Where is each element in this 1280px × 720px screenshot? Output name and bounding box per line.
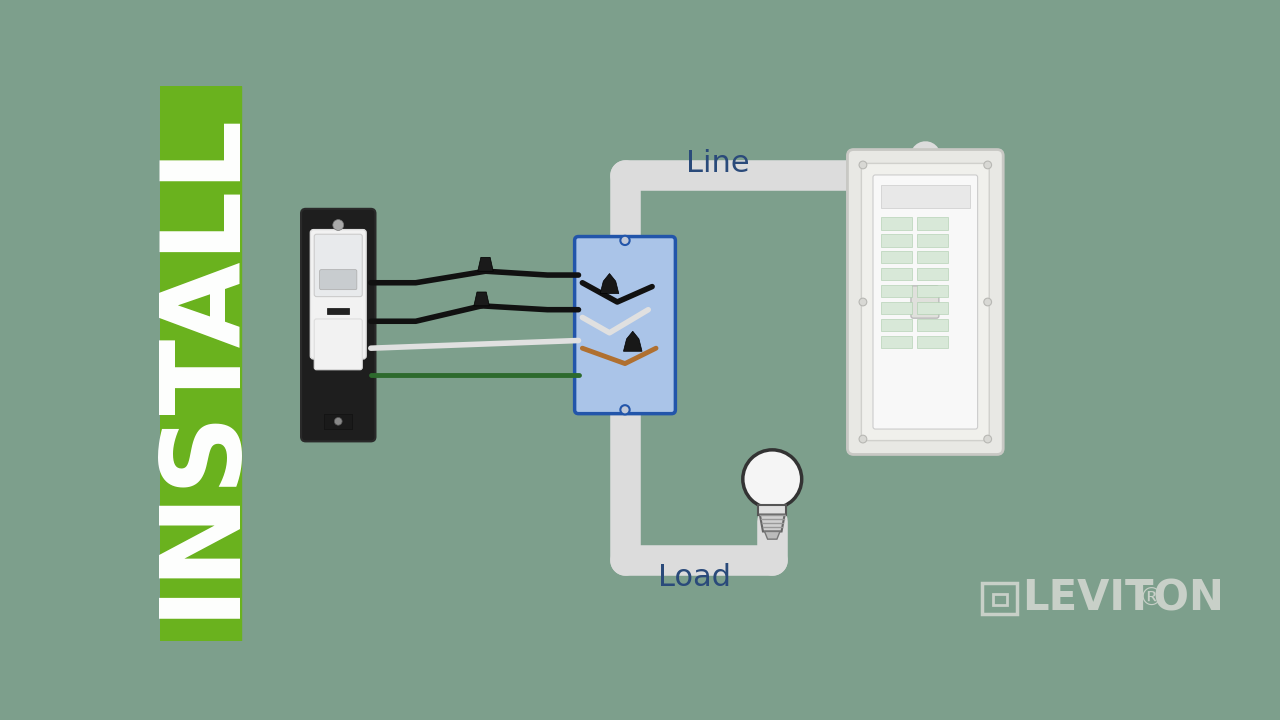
Polygon shape: [760, 515, 785, 531]
Bar: [758, 505, 786, 515]
Bar: [881, 234, 911, 246]
FancyBboxPatch shape: [847, 150, 1004, 454]
Circle shape: [984, 298, 992, 306]
Bar: [982, 583, 1018, 614]
Circle shape: [764, 552, 780, 567]
Bar: [881, 217, 911, 230]
Circle shape: [984, 435, 992, 443]
Text: ®: ®: [1138, 587, 1164, 611]
Circle shape: [334, 418, 342, 426]
Circle shape: [333, 220, 343, 230]
Bar: [881, 268, 911, 280]
Circle shape: [859, 298, 867, 306]
Circle shape: [617, 167, 632, 183]
Bar: [881, 336, 911, 348]
Polygon shape: [477, 257, 493, 271]
FancyBboxPatch shape: [911, 286, 938, 318]
Circle shape: [621, 405, 630, 415]
Text: Load: Load: [658, 563, 731, 592]
Polygon shape: [600, 274, 618, 294]
Circle shape: [859, 161, 867, 168]
Polygon shape: [474, 292, 489, 306]
Bar: [918, 234, 948, 246]
Polygon shape: [623, 331, 643, 351]
Bar: [881, 185, 970, 208]
Bar: [881, 319, 911, 331]
Circle shape: [742, 450, 801, 508]
Circle shape: [918, 167, 933, 183]
Text: LEVITON: LEVITON: [1021, 577, 1224, 619]
Bar: [881, 285, 911, 297]
Bar: [993, 594, 1007, 605]
Bar: [328, 308, 349, 315]
Bar: [160, 86, 242, 641]
Circle shape: [984, 161, 992, 168]
Bar: [918, 268, 948, 280]
FancyBboxPatch shape: [314, 319, 362, 370]
FancyBboxPatch shape: [301, 209, 375, 441]
FancyBboxPatch shape: [861, 163, 989, 441]
Circle shape: [621, 235, 630, 245]
FancyBboxPatch shape: [575, 237, 676, 414]
Bar: [324, 414, 352, 429]
FancyBboxPatch shape: [310, 230, 366, 359]
Bar: [881, 302, 911, 315]
Bar: [918, 285, 948, 297]
FancyBboxPatch shape: [314, 234, 362, 297]
Bar: [881, 251, 911, 264]
Circle shape: [859, 435, 867, 443]
Circle shape: [617, 552, 632, 567]
Bar: [918, 319, 948, 331]
Text: Line: Line: [686, 149, 750, 178]
FancyBboxPatch shape: [320, 270, 357, 289]
Bar: [918, 217, 948, 230]
Polygon shape: [764, 531, 780, 539]
FancyBboxPatch shape: [873, 175, 978, 429]
Bar: [918, 302, 948, 315]
Text: INSTALL: INSTALL: [147, 109, 255, 618]
Bar: [918, 336, 948, 348]
Bar: [918, 251, 948, 264]
